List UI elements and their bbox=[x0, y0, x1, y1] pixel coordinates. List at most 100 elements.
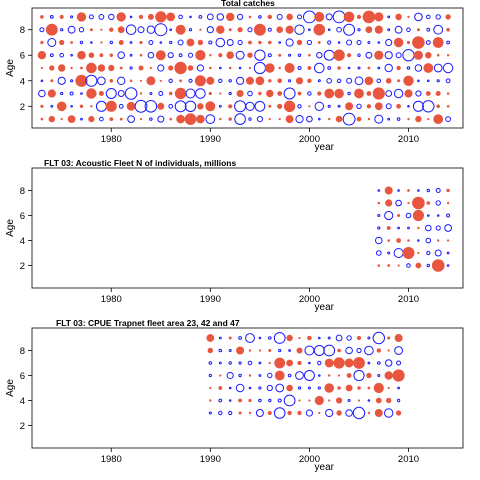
positive-residual-bubble bbox=[187, 65, 194, 71]
negative-residual-bubble bbox=[317, 360, 322, 366]
positive-residual-bubble bbox=[296, 39, 303, 46]
positive-residual-bubble bbox=[98, 91, 104, 97]
negative-residual-bubble bbox=[276, 13, 283, 20]
positive-residual-bubble bbox=[307, 78, 312, 84]
negative-residual-bubble bbox=[99, 116, 104, 122]
positive-residual-bubble bbox=[374, 12, 384, 22]
negative-residual-bubble bbox=[208, 361, 213, 365]
negative-residual-bubble bbox=[187, 52, 194, 58]
negative-residual-bubble bbox=[47, 38, 57, 47]
negative-residual-bubble bbox=[219, 66, 222, 70]
positive-residual-bubble bbox=[337, 66, 341, 70]
negative-residual-bubble bbox=[208, 373, 212, 378]
positive-residual-bubble bbox=[364, 76, 374, 86]
negative-residual-bubble bbox=[256, 116, 263, 123]
negative-residual-bubble bbox=[405, 212, 412, 219]
negative-residual-bubble bbox=[427, 79, 430, 83]
positive-residual-bubble bbox=[258, 91, 262, 96]
y-tick-label: 6 bbox=[20, 51, 25, 62]
negative-residual-bubble bbox=[396, 360, 402, 366]
negative-residual-bubble bbox=[387, 251, 391, 255]
negative-residual-bubble bbox=[49, 53, 54, 58]
negative-residual-bubble bbox=[288, 53, 292, 57]
negative-residual-bubble bbox=[397, 226, 401, 230]
positive-residual-bubble bbox=[248, 66, 252, 70]
negative-residual-bubble bbox=[70, 15, 74, 19]
negative-residual-bubble bbox=[446, 40, 451, 45]
positive-residual-bubble bbox=[285, 115, 294, 124]
negative-residual-bubble bbox=[387, 117, 391, 121]
positive-residual-bubble bbox=[402, 247, 415, 260]
negative-residual-bubble bbox=[332, 10, 346, 24]
x-tick-label: 1990 bbox=[200, 134, 221, 145]
positive-residual-bubble bbox=[70, 66, 73, 70]
negative-residual-bubble bbox=[318, 117, 321, 121]
negative-residual-bubble bbox=[169, 28, 172, 32]
negative-residual-bubble bbox=[377, 361, 381, 365]
negative-residual-bubble bbox=[127, 115, 136, 123]
negative-residual-bubble bbox=[60, 28, 64, 32]
negative-residual-bubble bbox=[188, 78, 193, 83]
y-tick-label: 8 bbox=[20, 186, 25, 197]
negative-residual-bubble bbox=[318, 374, 321, 377]
positive-residual-bubble bbox=[445, 14, 451, 20]
positive-residual-bubble bbox=[108, 64, 115, 72]
negative-residual-bubble bbox=[396, 117, 401, 121]
negative-residual-bubble bbox=[297, 386, 302, 390]
negative-residual-bubble bbox=[245, 101, 255, 111]
negative-residual-bubble bbox=[258, 398, 262, 403]
panel-2: FLT 03: Acoustic Fleet N of individuals,… bbox=[5, 158, 464, 313]
negative-residual-bubble bbox=[118, 103, 124, 109]
positive-residual-bubble bbox=[324, 383, 335, 393]
negative-residual-bubble bbox=[108, 13, 115, 21]
positive-residual-bubble bbox=[88, 115, 95, 123]
negative-residual-bubble bbox=[278, 41, 282, 44]
positive-residual-bubble bbox=[397, 264, 400, 267]
positive-residual-bubble bbox=[126, 101, 136, 111]
positive-residual-bubble bbox=[267, 14, 272, 20]
positive-residual-bubble bbox=[307, 66, 312, 70]
positive-residual-bubble bbox=[447, 239, 450, 242]
panel-1: Total catches 1980 1990 2000 2010 2 4 6 8 year Age bbox=[5, 0, 464, 153]
negative-residual-bubble bbox=[306, 39, 312, 46]
positive-residual-bubble bbox=[432, 37, 444, 48]
positive-residual-bubble bbox=[228, 117, 232, 121]
negative-residual-bubble bbox=[238, 361, 242, 365]
positive-residual-bubble bbox=[387, 336, 391, 340]
negative-residual-bubble bbox=[258, 361, 262, 365]
negative-residual-bubble bbox=[237, 13, 244, 20]
negative-residual-bubble bbox=[354, 76, 364, 86]
negative-residual-bubble bbox=[425, 237, 432, 244]
negative-residual-bubble bbox=[248, 386, 252, 390]
positive-residual-bubble bbox=[86, 88, 97, 99]
positive-residual-bubble bbox=[407, 239, 410, 242]
negative-residual-bubble bbox=[169, 40, 173, 45]
negative-residual-bubble bbox=[337, 104, 341, 108]
positive-residual-bubble bbox=[75, 74, 88, 87]
negative-residual-bubble bbox=[316, 52, 323, 59]
x-tick-label: 1990 bbox=[200, 454, 221, 465]
positive-residual-bubble bbox=[436, 53, 440, 57]
positive-residual-bubble bbox=[166, 12, 176, 22]
positive-residual-bubble bbox=[396, 65, 401, 71]
positive-residual-bubble bbox=[236, 90, 244, 98]
negative-residual-bubble bbox=[228, 79, 232, 83]
negative-residual-bubble bbox=[308, 28, 311, 32]
x-axis-label: year bbox=[315, 142, 335, 153]
negative-residual-bubble bbox=[425, 40, 431, 45]
positive-residual-bubble bbox=[118, 39, 124, 45]
negative-residual-bubble bbox=[218, 336, 222, 340]
positive-residual-bubble bbox=[377, 264, 381, 267]
positive-residual-bubble bbox=[40, 117, 44, 121]
positive-residual-bubble bbox=[117, 26, 125, 34]
x-tick-label: 2010 bbox=[398, 134, 419, 145]
negative-residual-bubble bbox=[57, 76, 66, 85]
y-tick-label: 4 bbox=[20, 396, 25, 407]
positive-residual-bubble bbox=[253, 23, 266, 36]
positive-residual-bubble bbox=[407, 189, 410, 192]
positive-residual-bubble bbox=[37, 50, 47, 60]
x-tick-label: 1990 bbox=[200, 294, 221, 305]
positive-residual-bubble bbox=[298, 336, 301, 340]
negative-residual-bubble bbox=[196, 64, 204, 72]
